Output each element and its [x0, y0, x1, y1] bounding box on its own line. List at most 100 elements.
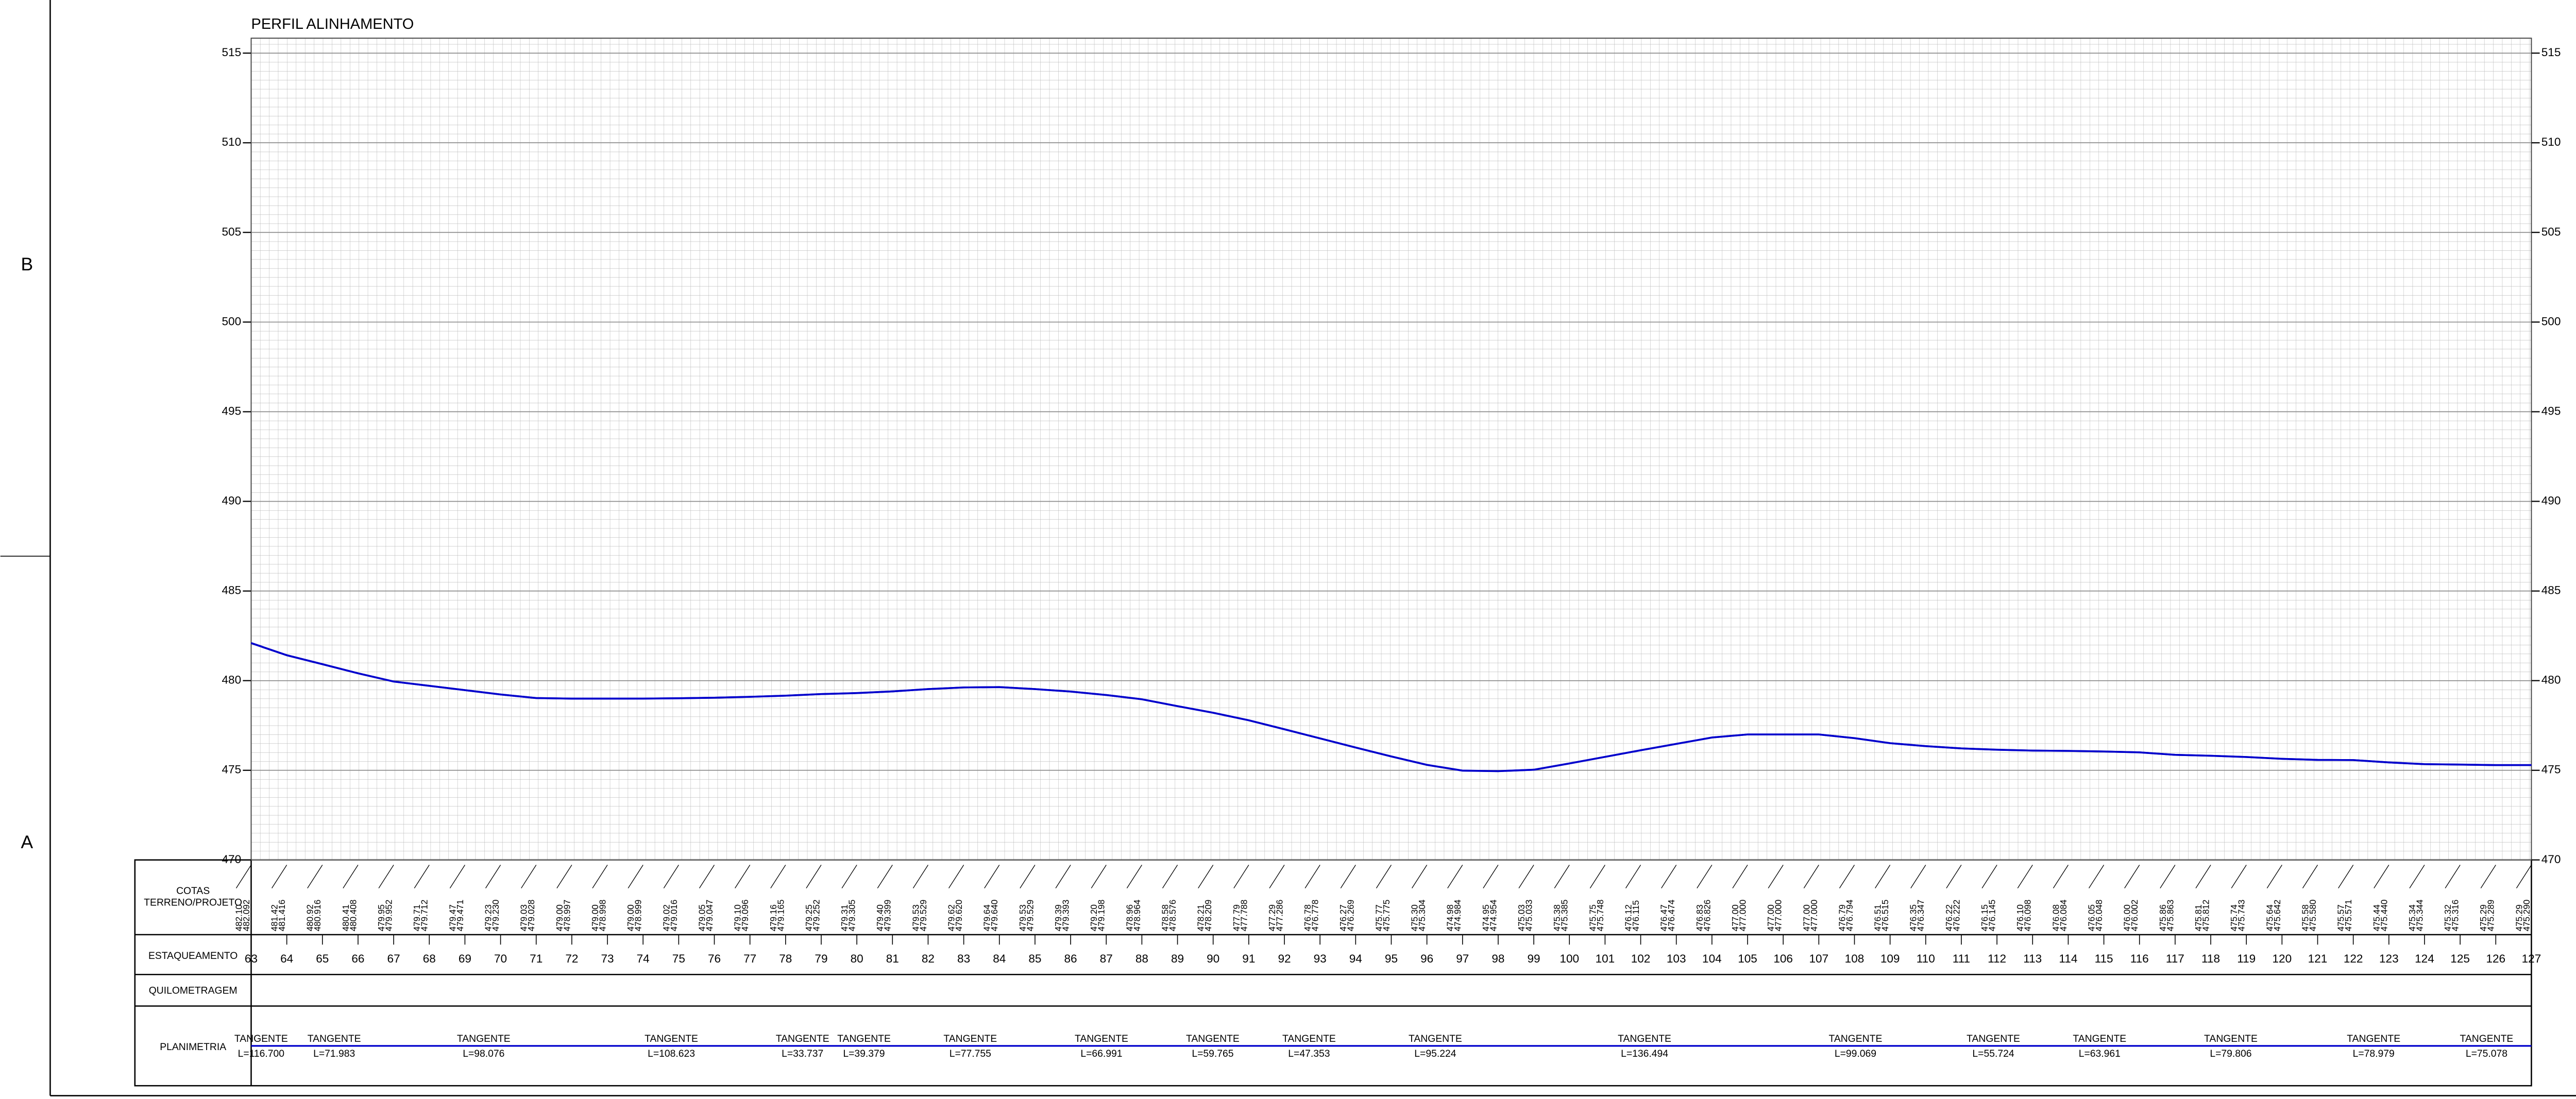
station-label: 82 [922, 952, 935, 965]
cota-divider [877, 865, 893, 888]
station-label: 122 [2344, 952, 2363, 965]
cota-label: 479.95 [377, 904, 386, 931]
station-label: 79 [815, 952, 827, 965]
station-label: 127 [2522, 952, 2541, 965]
segment-length: L=98.076 [463, 1048, 504, 1059]
station-label: 66 [351, 952, 364, 965]
station-label: 92 [1278, 952, 1291, 965]
row-label: COTAS [176, 885, 210, 897]
station-label: 80 [851, 952, 863, 965]
cota-divider [521, 865, 537, 888]
cota-label: 478.997 [562, 900, 572, 932]
station-label: 67 [387, 952, 400, 965]
cota-label: 480.41 [341, 904, 351, 931]
cota-label: 475.580 [2308, 900, 2318, 932]
cota-label: 477.00 [1802, 904, 1811, 931]
cota-label: 476.515 [1880, 900, 1890, 932]
cota-label: 479.64 [982, 904, 992, 931]
cota-label: 479.016 [669, 900, 679, 932]
cota-divider [2017, 865, 2033, 888]
cota-label: 479.10 [733, 904, 743, 931]
cota-label: 481.42 [270, 904, 280, 931]
cota-label: 475.316 [2451, 900, 2461, 932]
cota-divider [2160, 865, 2176, 888]
station-label: 83 [957, 952, 970, 965]
cota-divider [1483, 865, 1499, 888]
cota-divider [272, 865, 287, 888]
segment-name: TANGENTE [776, 1033, 829, 1044]
station-label: 70 [494, 952, 507, 965]
station-label: 77 [743, 952, 756, 965]
cota-label: 476.115 [1631, 900, 1641, 931]
segment-name: TANGENTE [1075, 1033, 1128, 1044]
station-label: 101 [1596, 952, 1615, 965]
cota-label: 478.209 [1204, 900, 1213, 932]
station-label: 121 [2308, 952, 2328, 965]
y-tick-label: 490 [222, 494, 242, 507]
segment-length: L=63.961 [2079, 1048, 2121, 1059]
station-label: 88 [1136, 952, 1148, 965]
station-label: 65 [316, 952, 329, 965]
cota-divider [307, 865, 323, 888]
segment-name: TANGENTE [943, 1033, 997, 1044]
segment-name: TANGENTE [2347, 1033, 2400, 1044]
cota-label: 479.16 [769, 904, 778, 931]
station-label: 73 [601, 952, 614, 965]
cota-label: 475.86 [2158, 904, 2168, 931]
cota-label: 476.79 [1837, 904, 1847, 931]
station-label: 118 [2201, 952, 2220, 965]
cota-label: 475.440 [2379, 900, 2389, 932]
segment-length: L=39.379 [843, 1048, 885, 1059]
cota-label: 479.165 [776, 900, 786, 932]
cota-label: 479.529 [1025, 900, 1035, 932]
cota-divider [2445, 865, 2461, 888]
cota-divider [1697, 865, 1713, 888]
cota-divider [2516, 865, 2532, 888]
cota-divider [2338, 865, 2354, 888]
cota-label: 479.03 [519, 904, 529, 931]
station-label: 102 [1631, 952, 1651, 965]
segment-length: L=79.806 [2210, 1048, 2251, 1059]
cota-label: 476.00 [2123, 904, 2132, 931]
cota-label: 475.38 [1552, 904, 1562, 931]
y2-tick-label: 510 [2541, 135, 2561, 148]
station-label: 64 [280, 952, 293, 965]
cota-label: 479.31 [840, 904, 850, 931]
cota-label: 475.642 [2273, 900, 2282, 932]
station-label: 98 [1492, 952, 1504, 965]
segment-name: TANGENTE [1829, 1033, 1883, 1044]
cota-label: 479.620 [954, 900, 964, 932]
cota-label: 476.002 [2130, 900, 2140, 932]
segment-name: TANGENTE [234, 1033, 288, 1044]
cota-label: 479.53 [1018, 904, 1028, 931]
y2-tick-label: 495 [2541, 404, 2561, 417]
cota-divider [378, 865, 394, 888]
cota-divider [948, 865, 964, 888]
cota-label: 475.748 [1596, 900, 1605, 932]
cota-divider [841, 865, 857, 888]
zone-letter: A [21, 832, 33, 852]
cota-label: 475.812 [2201, 900, 2211, 932]
cota-divider [235, 865, 252, 888]
cota-divider [2266, 865, 2282, 888]
cota-label: 475.57 [2336, 904, 2346, 931]
profile-line [250, 642, 2532, 772]
cota-label: 475.29 [2514, 904, 2524, 931]
segment-name: TANGENTE [1409, 1033, 1462, 1044]
cota-divider [2409, 865, 2425, 888]
station-label: 71 [530, 952, 543, 965]
cota-label: 478.576 [1168, 900, 1178, 932]
cota-label: 475.344 [2415, 900, 2425, 932]
y2-tick-label: 515 [2541, 46, 2561, 59]
cota-label: 475.385 [1560, 900, 1570, 932]
y2-tick-label: 480 [2541, 674, 2561, 686]
station-label: 100 [1560, 952, 1579, 965]
cota-label: 476.084 [2059, 900, 2069, 932]
cota-divider [1020, 865, 1036, 888]
segment-name: TANGENTE [837, 1033, 891, 1044]
station-label: 84 [993, 952, 1006, 965]
cota-label: 481.416 [277, 900, 287, 932]
station-label: 103 [1667, 952, 1686, 965]
cota-label: 478.96 [1125, 904, 1134, 931]
cota-divider [2374, 865, 2389, 888]
